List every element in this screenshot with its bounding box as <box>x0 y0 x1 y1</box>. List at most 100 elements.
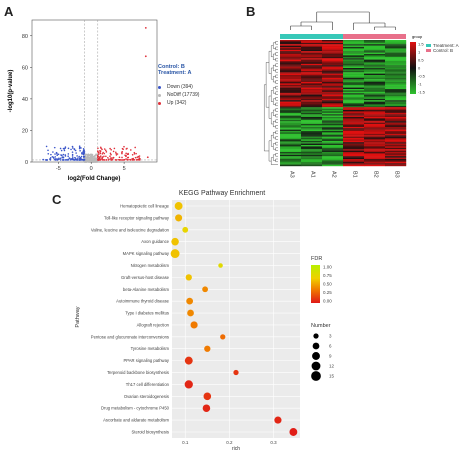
volcano-point-down <box>79 149 81 152</box>
heatmap-cell <box>280 121 302 123</box>
heatmap-cell <box>385 41 407 43</box>
number-legend-dot <box>312 342 320 350</box>
heatmap-cell <box>301 143 323 146</box>
heatmap-cell <box>301 131 323 133</box>
heatmap-cell <box>343 80 365 83</box>
heatmap-cell <box>385 101 407 104</box>
heatmap-cell <box>385 76 407 78</box>
heatmap-cell <box>322 138 344 140</box>
volcano-point-down <box>52 151 54 153</box>
volcano-point-down <box>62 153 65 156</box>
heatmap-cell <box>301 132 323 134</box>
volcano-point-down <box>71 145 74 148</box>
heatmap-cell <box>280 157 302 160</box>
heatmap-cell <box>343 100 365 102</box>
heatmap-cell <box>343 90 365 92</box>
volcano-point-nodiff <box>93 158 95 160</box>
volcano-point-up <box>111 157 113 159</box>
heatmap-cell <box>343 75 365 77</box>
heatmap-cell <box>343 161 365 164</box>
volcano-point-down <box>56 154 59 157</box>
heatmap-cell <box>364 61 386 63</box>
heatmap-cell <box>322 105 344 108</box>
heatmap-cell <box>364 70 386 73</box>
volcano-point-nodiff <box>86 157 89 160</box>
volcano-point-down <box>56 152 58 155</box>
heatmap-cell <box>343 42 365 45</box>
heatmap-cell <box>280 45 302 48</box>
heatmap-cell <box>364 65 386 67</box>
heatmap-cell <box>385 121 407 123</box>
heatmap-cell <box>343 97 365 99</box>
heatmap-cell <box>364 84 386 87</box>
heatmap-cell <box>280 159 302 161</box>
volcano-point-down <box>70 159 72 161</box>
kegg-point <box>185 274 192 281</box>
kegg-pathway-label: Valine, leucine and isoleucine degradati… <box>91 227 170 232</box>
heatmap-cell <box>280 126 302 129</box>
heatmap-cell <box>364 96 386 98</box>
heatmap-cell <box>343 103 365 105</box>
heatmap-cell <box>280 41 302 43</box>
number-legend-label: 6 <box>329 344 332 349</box>
heatmap-cell <box>301 107 323 109</box>
heatmap-cell <box>364 48 386 50</box>
legend-up-dot <box>158 101 161 105</box>
kegg-xtick-label: 0.2 <box>226 440 233 445</box>
heatmap-cell <box>385 163 407 165</box>
number-legend: Number 3 6 9 12 15 <box>311 323 335 381</box>
heatmap-cell <box>301 49 323 52</box>
heatmap-cell <box>364 44 386 46</box>
heatmap-cell <box>301 73 323 76</box>
heatmap-cell <box>280 66 302 69</box>
heatmap-cell <box>364 94 386 97</box>
heatmap-cell <box>301 128 323 130</box>
kegg-pathway-label: Allograft rejection <box>137 322 170 327</box>
volcano-point-nodiff <box>89 155 92 158</box>
heatmap-cell <box>322 133 344 136</box>
volcano-point-down <box>62 156 65 159</box>
heatmap-cell <box>343 79 365 81</box>
heatmap-cell <box>301 145 323 147</box>
heatmap-cell <box>280 142 302 144</box>
heatmap-cell <box>280 135 302 137</box>
heatmap-cell <box>301 110 323 112</box>
heatmap-cell <box>280 145 302 147</box>
heatmap-cell <box>364 41 386 43</box>
heatmap-cell <box>322 69 344 71</box>
heatmap-cell <box>364 55 386 57</box>
heatmap-cell <box>322 112 344 115</box>
heatmap-cell <box>364 83 386 85</box>
panel-b-label: B <box>246 4 256 19</box>
heatmap-cell <box>385 59 407 62</box>
heatmap-cell <box>364 159 386 161</box>
heatmap-cell <box>364 135 386 137</box>
volcano-point-up <box>98 157 101 159</box>
heatmap-cell <box>364 73 386 76</box>
heatmap-cell <box>322 100 344 102</box>
heatmap-cell <box>322 86 344 88</box>
heatmap-cell <box>364 54 386 56</box>
heatmap-cell <box>301 121 323 123</box>
volcano-point-up <box>129 149 132 151</box>
heatmap-cell <box>301 156 323 158</box>
heatmap-cell <box>280 115 302 118</box>
heatmap-cell <box>364 80 386 83</box>
heatmap-cell <box>280 51 302 53</box>
heatmap-cell <box>385 115 407 118</box>
heatmap-cell <box>301 41 323 43</box>
kegg-pathway-label: Toll-like receptor signaling pathway <box>104 215 170 220</box>
heatmap-cell <box>301 54 323 56</box>
heatmap-cell <box>364 136 386 139</box>
heatmap-cell <box>301 66 323 69</box>
heatmap-cell <box>343 140 365 143</box>
kegg-pathway-label: Th17 cell differentiation <box>126 382 170 387</box>
volcano-point-up <box>103 155 105 158</box>
volcano-point-up <box>119 159 121 161</box>
heatmap-cell <box>343 48 365 50</box>
volcano-point-down <box>59 159 62 161</box>
volcano-point-up <box>123 159 126 161</box>
heatmap-cell <box>280 72 302 74</box>
volcano-point-up <box>101 156 104 159</box>
colorbar-tick-label: 0.5 <box>418 58 424 63</box>
